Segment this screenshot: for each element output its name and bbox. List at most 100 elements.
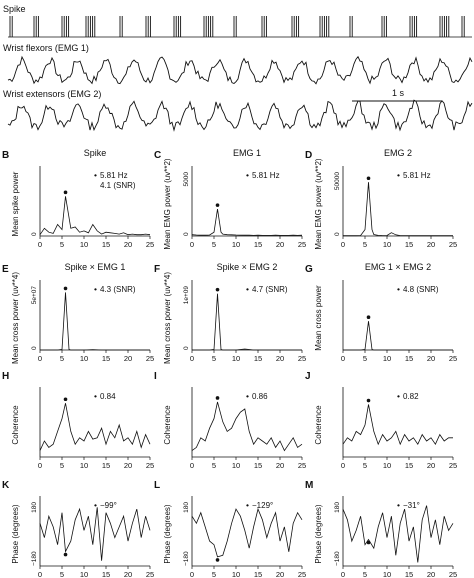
annotation-value: 5.81 Hz (100, 171, 128, 180)
peak-marker (366, 315, 371, 320)
x-tick-label: 5 (60, 570, 64, 578)
panel-h: H 0 5 10 15 20 25 Coherence • 0.84 (2, 371, 154, 470)
annotation-value: 0.86 (252, 392, 268, 401)
panel-j: J 0 5 10 15 20 25 Coherence • 0.82 (305, 371, 457, 470)
panel-title: Spike × EMG 2 (217, 262, 278, 272)
x-tick-label: 15 (254, 354, 262, 363)
x-tick-label: 10 (80, 354, 88, 363)
panel-letter: E (2, 264, 9, 275)
y-axis-title: Phase (degrees) (11, 504, 20, 563)
peak-marker (63, 286, 68, 291)
peak-marker (215, 396, 220, 400)
annotation-value: −99° (100, 501, 117, 510)
x-tick-label: 25 (298, 570, 306, 578)
emg1-trace (7, 55, 473, 85)
panel-letter: C (154, 150, 161, 161)
emg2-trace (7, 99, 473, 132)
y-axis-title: Phase (degrees) (163, 504, 172, 563)
y-tick-label-bottom: 0 (334, 232, 341, 236)
x-tick-label: 10 (232, 240, 240, 249)
y-tick-label-top: 1e+09 (183, 286, 190, 305)
x-tick-label: 10 (80, 240, 88, 249)
x-tick-label: 0 (341, 570, 345, 578)
panel-letter: M (305, 480, 313, 491)
x-tick-label: 5 (363, 570, 367, 578)
y-axis-title: Mean cross power (uv**4) (163, 272, 172, 364)
panel-title: EMG 1 × EMG 2 (365, 262, 431, 272)
spike-raster (9, 16, 465, 37)
x-tick-label: 20 (427, 240, 435, 249)
y-tick-label-bottom: −180 (31, 551, 38, 566)
x-tick-label: 15 (405, 461, 413, 470)
panel-f: F Spike × EMG 2 0 5 10 15 20 25 1e+09 0 Mean cross… (154, 262, 306, 364)
panel-letter: K (2, 480, 10, 491)
y-tick-label-bottom: 0 (31, 232, 38, 236)
annotation-value: 5.81 Hz (403, 171, 431, 180)
data-line (342, 505, 454, 563)
x-tick-label: 15 (254, 240, 262, 249)
x-tick-label: 25 (298, 240, 306, 249)
panel-letter: H (2, 371, 9, 382)
x-tick-label: 10 (232, 354, 240, 363)
y-axis-title: Mean cross power (uv**4) (11, 272, 20, 364)
peak-marker (63, 397, 68, 402)
annotation-bullet: • (397, 170, 400, 180)
emg1-trace-label: Wrist flexors (EMG 1) (3, 43, 89, 53)
x-tick-label: 25 (146, 461, 154, 470)
spike-trace-label: Spike (3, 4, 26, 14)
annotation-value: 4.7 (SNR) (252, 285, 288, 294)
panel-letter: I (154, 371, 157, 382)
annotation-bullet: • (397, 500, 400, 510)
x-tick-label: 20 (276, 354, 284, 363)
x-tick-label: 20 (276, 570, 284, 578)
x-tick-label: 0 (190, 461, 194, 470)
y-tick-label-top: 5e+07 (31, 286, 38, 305)
y-tick-label-top: 180 (183, 502, 190, 513)
annotation-value: −129° (252, 501, 273, 510)
y-tick-label-bottom: 0 (31, 346, 38, 350)
time-scale-label: 1 s (392, 88, 405, 98)
data-line (191, 401, 303, 452)
y-axis-title: Coherence (163, 405, 172, 445)
x-tick-label: 25 (449, 461, 457, 470)
peak-marker (63, 190, 68, 195)
annotation-bullet: • (94, 284, 97, 294)
panel-g: G EMG 1 × EMG 2 0 5 10 15 20 25 Mean cross power… (305, 262, 457, 363)
x-tick-label: 10 (383, 240, 391, 249)
annotation-bullet: • (94, 391, 97, 401)
x-tick-label: 20 (427, 570, 435, 578)
annotation-bullet: • (94, 500, 97, 510)
y-tick-label-top: 180 (31, 502, 38, 513)
annotation-bullet: • (246, 391, 249, 401)
x-tick-label: 5 (60, 240, 64, 249)
x-tick-label: 0 (341, 461, 345, 470)
data-line (342, 404, 453, 446)
x-tick-label: 10 (232, 570, 240, 578)
y-axis-title: Phase (degrees) (314, 504, 323, 563)
x-tick-label: 20 (124, 461, 132, 470)
data-line (191, 209, 303, 236)
annotation-bullet: • (246, 500, 249, 510)
data-line (39, 196, 151, 236)
x-tick-label: 20 (124, 354, 132, 363)
x-tick-label: 20 (427, 354, 435, 363)
annotation-bullet: • (246, 170, 249, 180)
y-tick-label-bottom: 0 (183, 346, 190, 350)
x-tick-label: 5 (212, 354, 216, 363)
annotation-bullet: • (246, 284, 249, 294)
panel-title: EMG 1 (233, 148, 261, 158)
annotation-value: 4.8 (SNR) (403, 285, 439, 294)
panel-e: E Spike × EMG 1 0 5 10 15 20 25 5e+07 0 Mean cross… (2, 262, 154, 364)
x-tick-label: 5 (363, 240, 367, 249)
x-tick-label: 20 (124, 570, 132, 578)
x-tick-label: 20 (124, 240, 132, 249)
x-tick-label: 20 (276, 240, 284, 249)
annotation-bullet: • (397, 284, 400, 294)
y-tick-label-bottom: −180 (183, 551, 190, 566)
peak-marker (366, 540, 371, 545)
y-axis-title: Mean spike power (11, 171, 20, 236)
data-line (39, 507, 151, 561)
